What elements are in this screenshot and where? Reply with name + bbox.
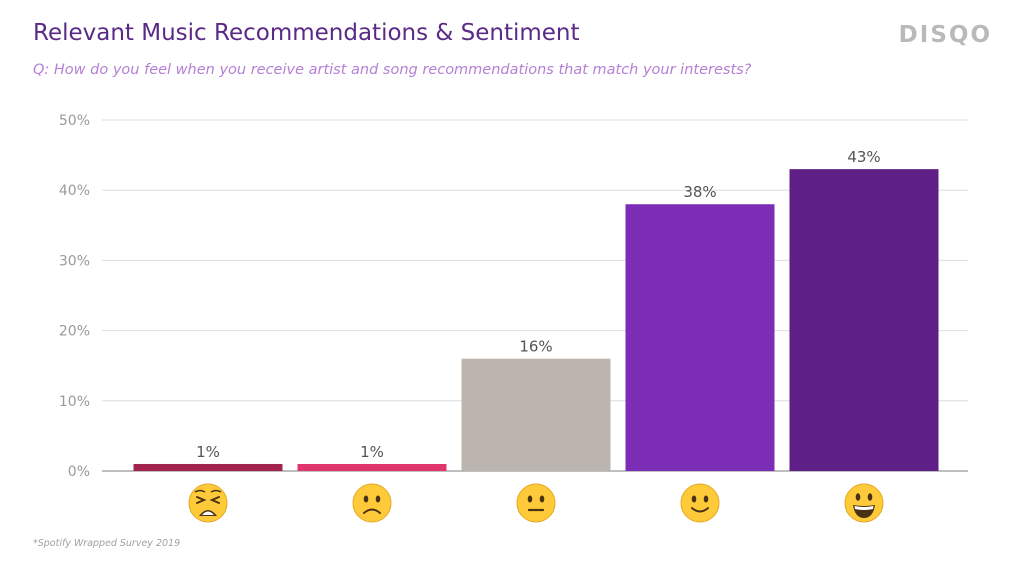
data-label: 1% <box>360 443 384 461</box>
data-labels: 1% 1% 16% 38% 43% <box>196 148 881 461</box>
bar-weary-face <box>133 463 283 471</box>
source-footnote: *Spotify Wrapped Survey 2019 <box>33 538 181 549</box>
bars <box>133 169 939 472</box>
weary-face-icon <box>188 483 228 523</box>
y-tick-label: 10% <box>59 394 90 410</box>
chart-subtitle: Q: How do you feel when you receive arti… <box>33 62 752 78</box>
bar-grinning-face <box>789 169 939 471</box>
y-tick-label: 50% <box>59 113 90 129</box>
grinning-face-icon <box>844 483 884 523</box>
y-axis-ticks: 0% 10% 20% 30% 40% 50% <box>59 113 90 480</box>
y-tick-label: 20% <box>59 324 90 340</box>
data-label: 1% <box>196 443 220 461</box>
y-tick-label: 40% <box>59 183 90 199</box>
data-label: 16% <box>519 338 552 356</box>
data-label: 38% <box>683 183 716 201</box>
category-icons <box>188 483 884 523</box>
slightly-smiling-face-icon <box>680 483 720 523</box>
chart-title: Relevant Music Recommendations & Sentime… <box>33 20 580 46</box>
y-tick-label: 30% <box>59 253 90 269</box>
neutral-face-icon <box>516 483 556 523</box>
bar-slightly-frowning-face <box>297 463 447 471</box>
data-label: 43% <box>847 148 880 166</box>
slightly-frowning-face-icon <box>352 483 392 523</box>
bar-neutral-face <box>461 358 611 471</box>
y-tick-label: 0% <box>68 464 90 480</box>
disqo-logo: DISQO <box>898 22 992 48</box>
bar-slightly-smiling-face <box>625 204 775 472</box>
